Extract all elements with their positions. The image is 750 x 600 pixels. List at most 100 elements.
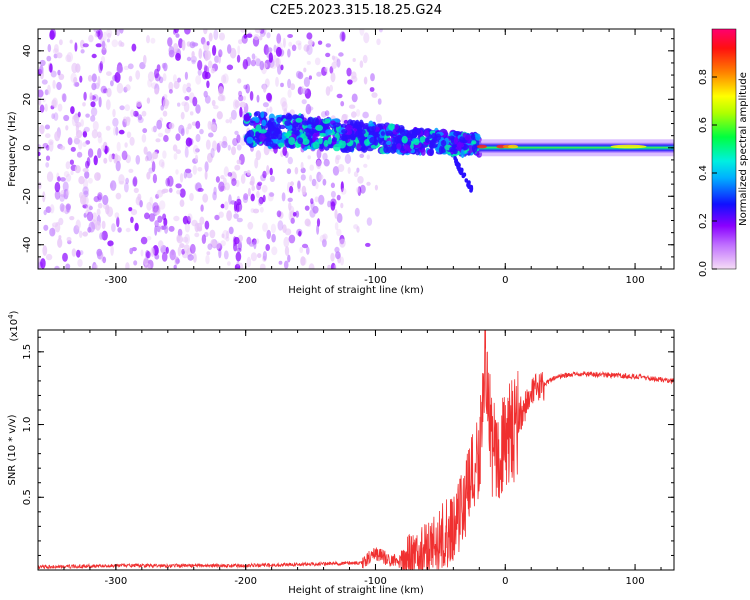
spectrogram-noise-cell <box>184 222 190 233</box>
spectrogram-noise-cell <box>363 76 368 85</box>
spectrogram-noise-cell <box>215 241 221 250</box>
spectrogram-noise-cell <box>187 123 192 130</box>
snr-xtick-label: -200 <box>234 576 257 587</box>
spectrogram-noise-cell <box>269 175 275 182</box>
spectrogram-noise-cell <box>214 55 220 63</box>
spectrogram-noise-cell <box>245 83 250 94</box>
spectrogram-noise-cell <box>207 152 213 163</box>
spectrogram-noise-cell <box>316 148 322 159</box>
spectrogram-signal-cell <box>370 144 379 149</box>
spectrogram-noise-cell <box>204 161 209 172</box>
spectrogram-noise-cell <box>297 180 301 189</box>
spectrogram-noise-cell <box>56 81 62 91</box>
spectrogram-noise-cell <box>140 236 148 245</box>
spectrogram-noise-cell <box>322 152 328 161</box>
spectrogram-noise-cell <box>60 177 66 182</box>
spectrogram-noise-cell <box>229 116 233 124</box>
spectrogram-noise-cell <box>315 182 319 190</box>
spectrogram-noise-cell <box>116 216 120 228</box>
spectrogram-noise-cell <box>133 260 138 266</box>
spectrogram-noise-cell <box>290 181 294 187</box>
spectrogram-noise-cell <box>125 116 131 126</box>
spectrogram-noise-cell <box>131 43 137 52</box>
spectrogram-noise-cell <box>101 144 106 152</box>
spectrogram-noise-cell <box>126 116 131 123</box>
spectrogram-noise-cell <box>205 139 211 150</box>
spectrogram-noise-cell <box>120 42 125 47</box>
spectrogram-noise-cell <box>277 220 284 231</box>
spectrogram-noise-cell <box>130 216 134 223</box>
spectrogram-noise-cell <box>250 252 257 262</box>
spectrogram-noise-cell <box>329 84 333 92</box>
spectrogram-noise-cell <box>340 202 344 209</box>
spectrogram-noise-cell <box>251 185 255 192</box>
snr-ytick-label: 1.0 <box>22 417 33 433</box>
spectrogram-signal-cell <box>364 139 370 146</box>
spectrogram-noise-cell <box>325 52 331 58</box>
spectrogram-noise-cell <box>306 60 311 65</box>
spectrogram-heatmap <box>38 29 674 269</box>
spectrogram-noise-cell <box>85 160 90 169</box>
spectrogram-noise-cell <box>118 129 125 135</box>
spectrogram-noise-cell <box>206 80 210 89</box>
spectrogram-noise-cell <box>283 236 290 248</box>
spectrogram-noise-cell <box>168 225 175 232</box>
spectrogram-noise-cell <box>271 233 276 243</box>
spectrogram-noise-cell <box>247 187 251 197</box>
spectrogram-noise-cell <box>87 226 92 233</box>
snr-multiplier-base: (x10 <box>9 319 20 342</box>
spectrogram-noise-cell <box>359 29 365 36</box>
spectrogram-noise-cell <box>269 167 273 176</box>
spectrogram-noise-cell <box>221 141 228 149</box>
spectrogram-noise-cell <box>78 176 85 185</box>
spectrogram-noise-cell <box>181 39 186 51</box>
spectrogram-signal-cell <box>475 133 481 141</box>
spectrogram-noise-cell <box>186 82 191 88</box>
spectrogram-noise-cell <box>184 233 190 245</box>
spectrogram-noise-cell <box>162 213 167 221</box>
spectrogram-noise-cell <box>164 224 169 234</box>
spectrogram-noise-cell <box>201 234 207 245</box>
spectrogram-noise-cell <box>312 205 319 214</box>
spectrogram-noise-cell <box>177 77 182 83</box>
spectrogram-noise-cell <box>160 104 164 111</box>
spectrogram-noise-cell <box>115 160 121 172</box>
spectrogram-noise-cell <box>216 111 223 120</box>
spectrogram-noise-cell <box>266 32 271 39</box>
spectrogram-noise-cell <box>336 194 341 201</box>
spectrogram-noise-cell <box>340 101 345 107</box>
spectrogram-signal-cell <box>275 129 283 134</box>
spectrogram-noise-cell <box>116 65 124 74</box>
spectrogram-noise-cell <box>75 130 83 139</box>
spectrogram-noise-cell <box>346 67 352 77</box>
spectrogram-noise-cell <box>176 235 184 244</box>
spectrogram-noise-cell <box>78 230 83 238</box>
spectrogram-noise-cell <box>369 87 375 92</box>
spectrogram-noise-cell <box>168 45 175 55</box>
spectrogram-noise-cell <box>220 175 225 180</box>
spectrogram-noise-cell <box>168 89 173 94</box>
colorbar-label: Normalized spectral amplitude <box>738 72 749 226</box>
spectrogram-noise-cell <box>251 53 256 60</box>
spectrogram-noise-cell <box>156 119 163 130</box>
spectrogram-noise-cell <box>83 126 90 133</box>
spectrogram-noise-cell <box>324 67 329 72</box>
spectrogram-noise-cell <box>304 218 311 227</box>
spectrogram-noise-cell <box>77 111 81 118</box>
spectrogram-noise-cell <box>221 74 227 84</box>
spectrogram-noise-cell <box>249 91 254 101</box>
spectrogram-noise-cell <box>266 165 270 175</box>
spectrogram-noise-cell <box>250 175 255 186</box>
spectrogram-noise-cell <box>351 111 357 118</box>
spectrogram-noise-cell <box>220 203 225 209</box>
spectrogram-signal-cell <box>312 133 318 142</box>
spectrogram-noise-cell <box>129 136 135 146</box>
spectrogram-noise-cell <box>124 104 130 112</box>
spectrogram-noise-cell <box>276 210 282 218</box>
spectrogram-noise-cell <box>272 54 277 63</box>
spectrogram-noise-cell <box>74 165 81 174</box>
spectrogram-noise-cell <box>98 96 102 108</box>
spectrogram-noise-cell <box>85 209 90 216</box>
snr-ytick-label: 1.5 <box>22 344 33 360</box>
spectrogram-noise-cell <box>231 178 237 187</box>
